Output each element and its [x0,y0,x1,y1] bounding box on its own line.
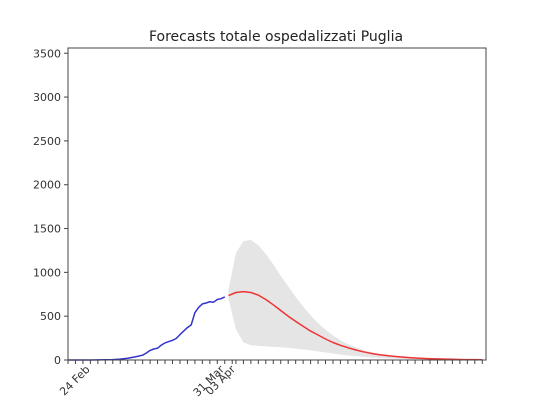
y-tick-label: 0 [54,354,61,367]
y-tick-label: 3500 [33,47,61,60]
series-line-2 [228,290,483,361]
y-tick-label: 2500 [33,135,61,148]
y-tick-label: 500 [40,310,61,323]
y-tick-label: 2000 [33,179,61,192]
y-axis: 0 500 1000 1500 2000 2500 3000 3500 [33,47,68,367]
y-tick-label: 1000 [33,266,61,279]
chart-title: Forecasts totale ospedalizzati Puglia [149,29,403,45]
y-tick-label: 3000 [33,91,61,104]
x-tick-label: 24 Feb [57,363,92,398]
forecast-band-layer [228,239,483,360]
forecast-band [228,239,483,360]
series-line-1 [68,296,226,361]
y-tick-label: 1500 [33,223,61,236]
plot-frame [67,47,487,361]
